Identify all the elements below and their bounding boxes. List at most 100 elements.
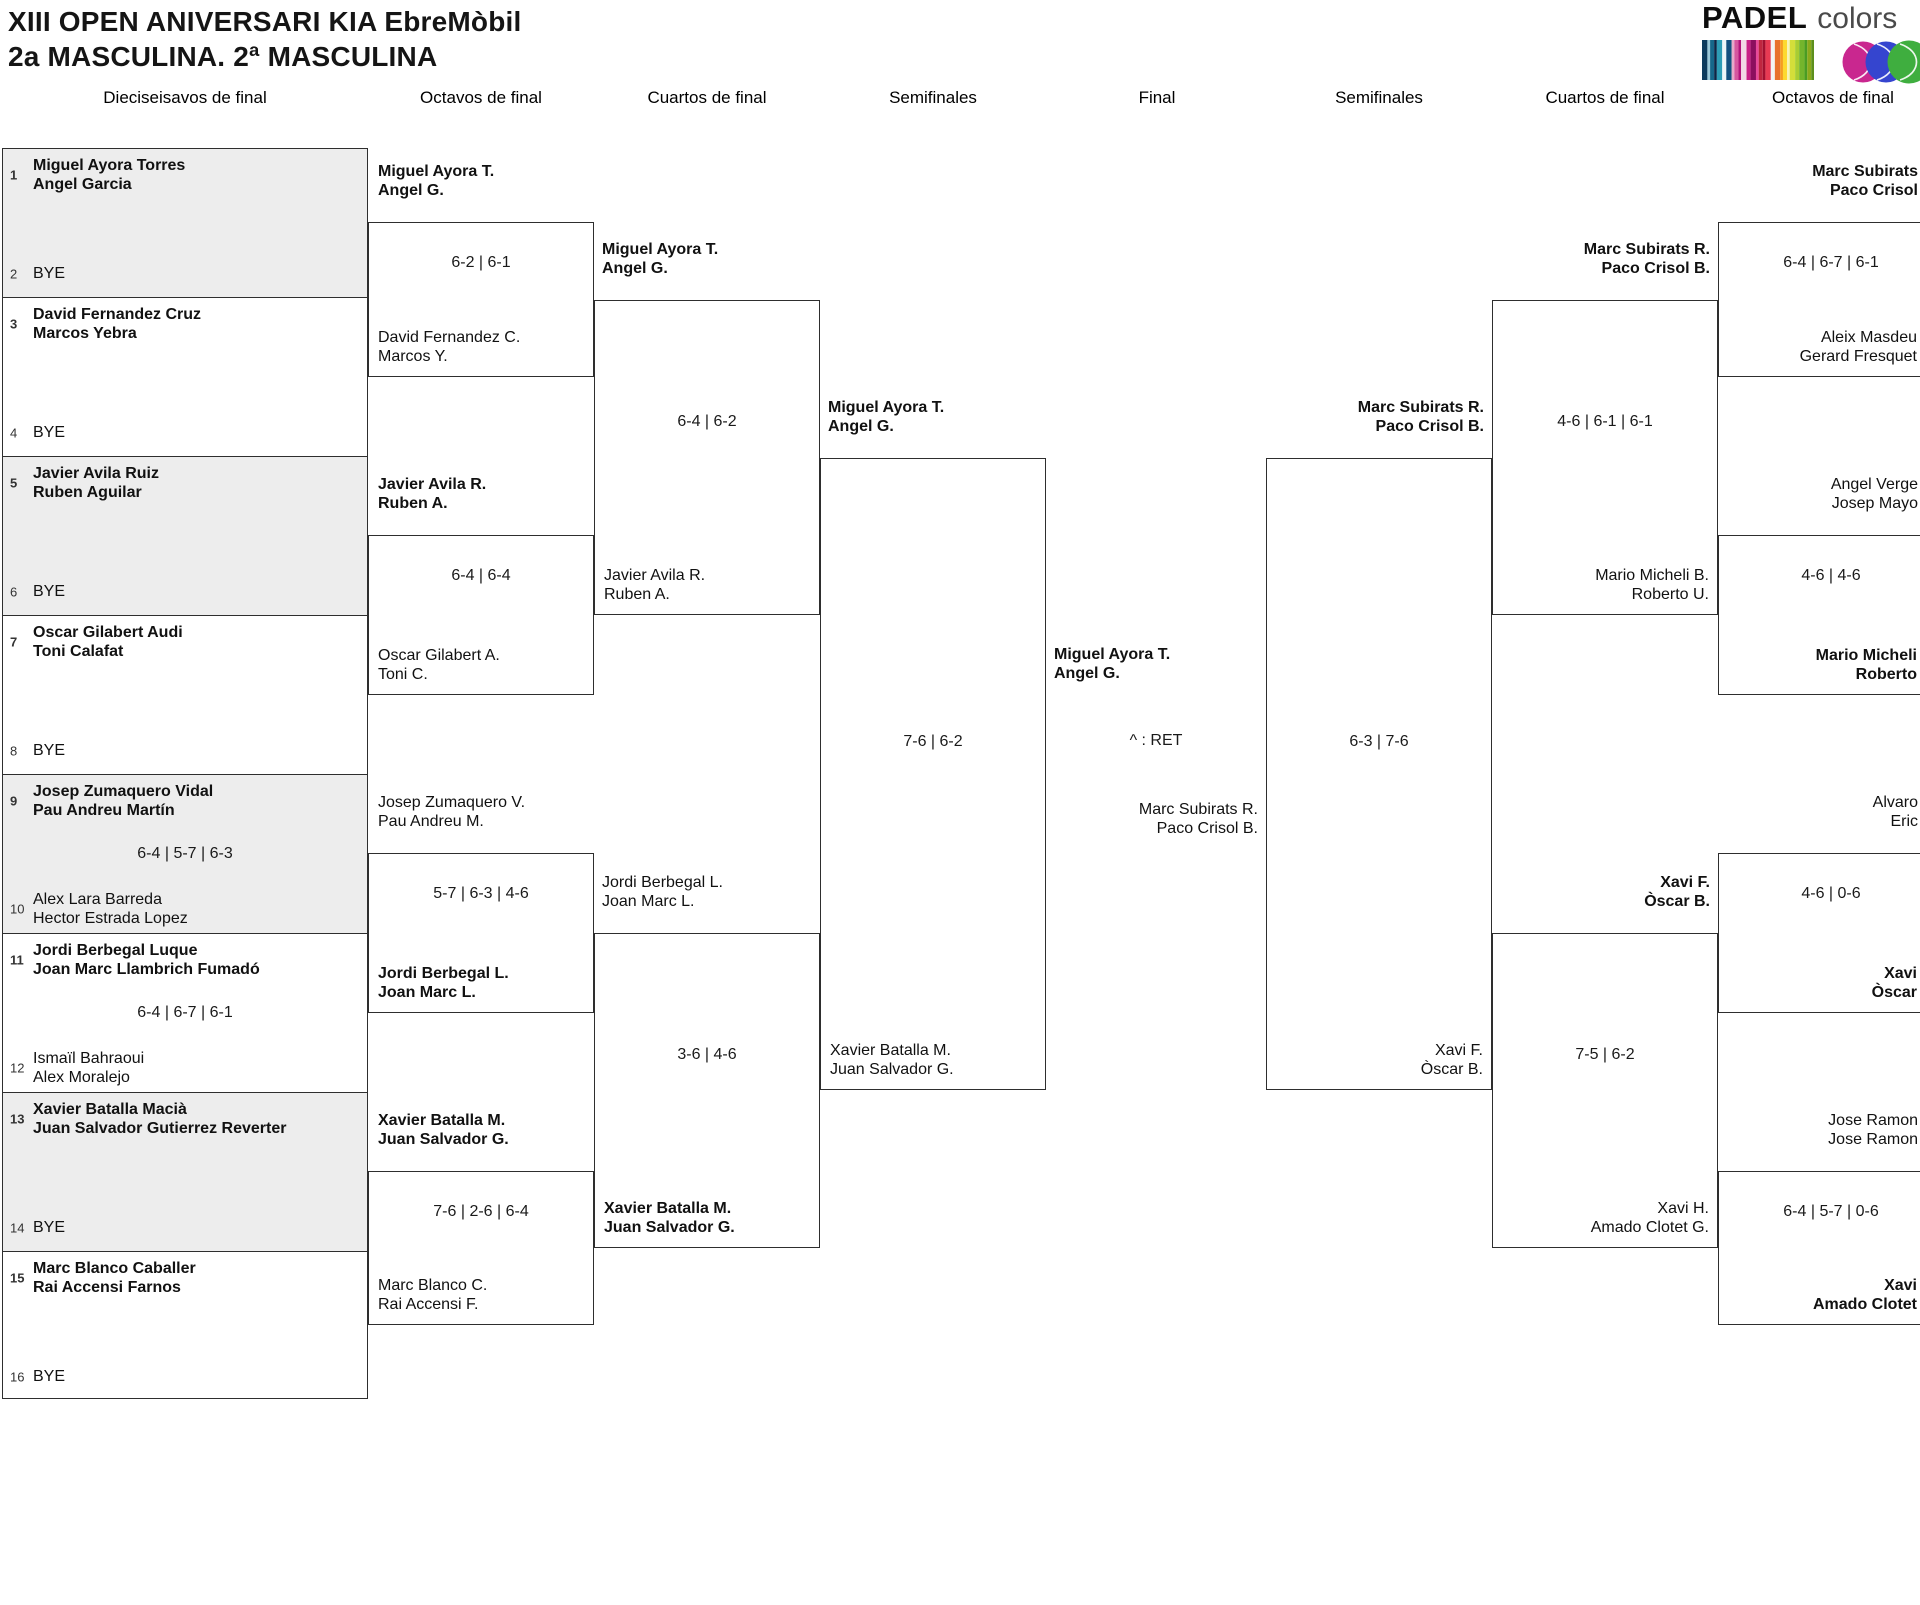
r16-match-box-8: 15 Marc Blanco Caballer Rai Accensi Farn… — [3, 1252, 367, 1400]
match-score: 7-6 | 2-6 | 6-4 — [433, 1203, 529, 1220]
round-header-qf-right: Cuartos de final — [1545, 88, 1665, 107]
team-name: Jordi Berbegal L. — [602, 874, 723, 891]
logo-brand-text: PADEL — [1702, 0, 1808, 35]
team-name: Xavi F. — [1434, 1042, 1483, 1059]
team-name: Roberto U. — [1631, 586, 1709, 603]
qf-match-box-1: 6-4 | 6-2 Javier Avila R. Ruben A. — [594, 300, 820, 615]
advancing-team-label: Xavi F. Òscar B. — [1498, 873, 1710, 911]
team-name: Jose Ramon — [1828, 1131, 1918, 1148]
team-name: Josep Mayo — [1831, 495, 1918, 512]
team-name: Miguel Ayora T. — [602, 241, 719, 258]
tournament-title: XIII OPEN ANIVERSARI KIA EbreMòbil — [8, 6, 522, 37]
team-name: Xavi — [1884, 965, 1917, 982]
team-label: Mario Micheli Roberto — [1816, 646, 1917, 684]
advancing-team-label: Jose Ramon Jose Ramon — [1718, 1111, 1918, 1149]
bye-label: BYE — [33, 1368, 66, 1385]
seed-number: 13 — [10, 1111, 25, 1127]
team-name: Marc Subirats R. — [1583, 241, 1710, 258]
sf-match-box-left: 7-6 | 6-2 Xavier Batalla M. Juan Salvado… — [820, 458, 1046, 1090]
team-name: Joan Marc L. — [602, 893, 695, 910]
seed-number: 14 — [10, 1220, 25, 1235]
team-name: Xavi F. — [1660, 874, 1710, 891]
team-label: Xavi Amado Clotet — [1813, 1276, 1917, 1314]
team-name: Ruben Aguilar — [33, 484, 142, 501]
bye-label: BYE — [33, 1219, 66, 1236]
team-name: Pau Andreu M. — [378, 813, 484, 830]
team-entry: 6 BYE — [3, 582, 367, 601]
team-name: Ruben A. — [378, 495, 448, 512]
advancing-team-label: Angel Verge Josep Mayo — [1718, 475, 1918, 513]
team-name: Miguel Ayora Torres — [33, 157, 186, 174]
team-name: Oscar Gilabert A. — [378, 647, 500, 664]
team-entry: 3 David Fernandez Cruz Marcos Yebra — [3, 305, 367, 343]
match-score: 4-6 | 4-6 — [1801, 567, 1861, 584]
team-name: Josep Zumaquero V. — [378, 794, 526, 811]
team-name: Angel G. — [828, 418, 894, 435]
bye-label: BYE — [33, 583, 66, 600]
team-label: Xavier Batalla M. Juan Salvador G. — [604, 1199, 735, 1237]
r16-match-box-4: 7 Oscar Gilabert Audi Toni Calafat 8 BYE — [3, 616, 367, 775]
team-entry: 1 Miguel Ayora Torres Angel Garcia — [3, 156, 367, 194]
team-name: Angel G. — [1054, 665, 1120, 682]
r8-match-box-5: 6-4 | 6-7 | 6-1 Aleix Masdeu Gerard Fres… — [1718, 222, 1920, 377]
team-name: Òscar — [1871, 984, 1917, 1001]
team-name: Hector Estrada Lopez — [33, 910, 188, 927]
round-header-r8-left: Octavos de final — [420, 88, 542, 107]
team-entry: 9 Josep Zumaquero Vidal Pau Andreu Martí… — [3, 782, 367, 820]
r16-match-box-5: 9 Josep Zumaquero Vidal Pau Andreu Martí… — [3, 775, 367, 934]
team-name: Rai Accensi F. — [378, 1296, 479, 1313]
match-score: 6-4 | 5-7 | 0-6 — [1783, 1203, 1879, 1220]
team-name: Mario Micheli B. — [1595, 567, 1709, 584]
team-name: Javier Avila Ruiz — [33, 465, 159, 482]
team-entry: 4 BYE — [3, 423, 367, 442]
team-name: Josep Zumaquero Vidal — [33, 783, 214, 800]
r16-match-box-6: 11 Jordi Berbegal Luque Joan Marc Llambr… — [3, 934, 367, 1093]
team-name: Miguel Ayora T. — [1054, 646, 1171, 663]
team-name: Juan Salvador G. — [830, 1061, 954, 1078]
team-name: Marc Subirats — [1812, 163, 1918, 180]
team-name: Joan Marc Llambrich Fumadó — [33, 961, 260, 978]
team-name: Xavier Batalla M. — [378, 1112, 506, 1129]
padel-balls-icon — [1842, 40, 1920, 84]
team-name: Mario Micheli — [1815, 647, 1917, 664]
seed-number: 5 — [10, 475, 18, 491]
team-name: Xavier Batalla M. — [604, 1200, 732, 1217]
r8-match-box-3: 5-7 | 6-3 | 4-6 Jordi Berbegal L. Joan M… — [368, 853, 594, 1013]
team-name: Angel Garcia — [33, 176, 132, 193]
advancing-team-label: Javier Avila R. Ruben A. — [378, 475, 588, 513]
round-header-sf-right: Semifinales — [1335, 88, 1423, 107]
logo-sub-text: colors — [1817, 2, 1898, 35]
qf-match-box-2: 3-6 | 4-6 Xavier Batalla M. Juan Salvado… — [594, 933, 820, 1248]
round-header-r16-left: Dieciseisavos de final — [103, 88, 267, 107]
team-entry: 12 Ismaïl Bahraoui Alex Moralejo — [3, 1049, 367, 1087]
seed-number: 7 — [10, 634, 18, 650]
team-name: Juan Salvador G. — [378, 1131, 509, 1148]
r8-match-box-1: 6-2 | 6-1 David Fernandez C. Marcos Y. — [368, 222, 594, 377]
team-name: Òscar B. — [1420, 1061, 1483, 1078]
team-label: Xavi Òscar — [1872, 964, 1917, 1002]
seed-number: 3 — [10, 316, 18, 332]
match-score: 6-4 | 6-2 — [677, 413, 737, 430]
advancing-team-label: Miguel Ayora T. Angel G. — [828, 398, 1038, 436]
match-score: 6-2 | 6-1 — [451, 254, 511, 271]
match-score: 5-7 | 6-3 | 4-6 — [433, 885, 529, 902]
logo-barcode-icon — [1702, 40, 1814, 80]
team-entry: 16 BYE — [3, 1367, 367, 1386]
team-name: Alvaro — [1872, 794, 1918, 811]
advancing-team-label: Xavier Batalla M. Juan Salvador G. — [378, 1111, 588, 1149]
team-label: Javier Avila R. Ruben A. — [604, 566, 705, 604]
r8-match-box-8: 6-4 | 5-7 | 0-6 Xavi Amado Clotet — [1718, 1171, 1920, 1325]
team-name: Javier Avila R. — [604, 567, 706, 584]
team-name: Alex Lara Barreda — [33, 891, 162, 908]
team-entry: 10 Alex Lara Barreda Hector Estrada Lope… — [3, 890, 367, 928]
team-name: Xavi — [1884, 1277, 1917, 1294]
seed-number: 15 — [10, 1270, 25, 1286]
category-subtitle: 2a MASCULINA. 2ª MASCULINA — [8, 41, 438, 72]
team-name: David Fernandez C. — [378, 329, 521, 346]
r16-bracket-column: 1 Miguel Ayora Torres Angel Garcia 2 BYE… — [2, 148, 368, 1399]
round-header-final: Final — [1138, 88, 1176, 107]
r8-match-box-2: 6-4 | 6-4 Oscar Gilabert A. Toni C. — [368, 535, 594, 695]
advancing-team-label: Josep Zumaquero V. Pau Andreu M. — [378, 793, 588, 831]
team-label: Aleix Masdeu Gerard Fresquet — [1800, 328, 1917, 366]
